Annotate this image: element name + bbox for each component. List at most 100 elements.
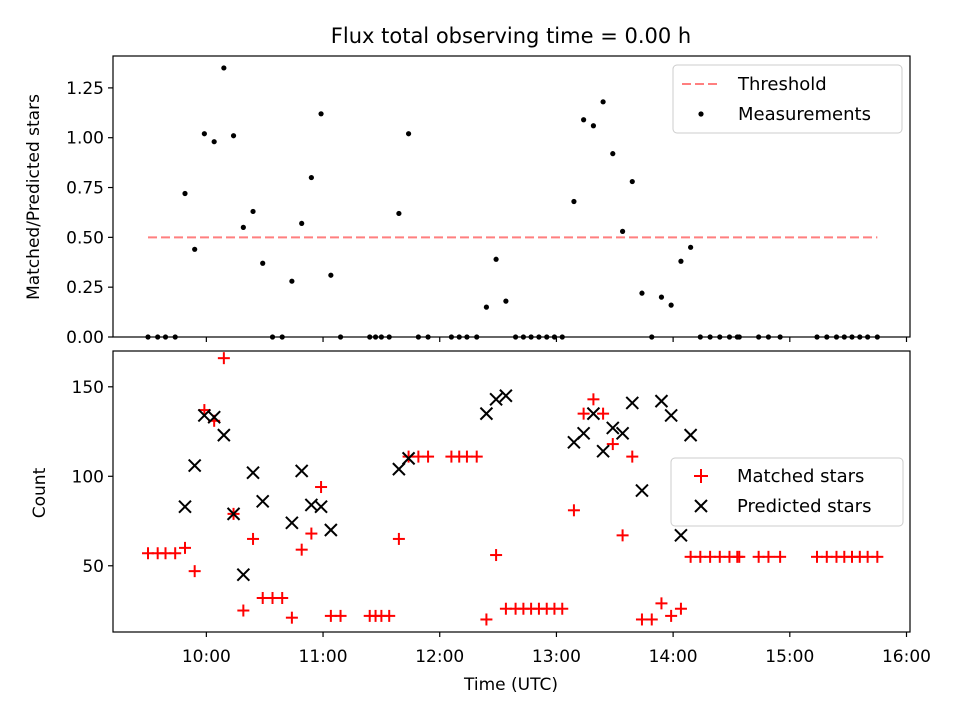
predicted-star-point xyxy=(615,426,630,441)
predicted-star-point xyxy=(683,428,698,442)
matched-star-point xyxy=(567,504,580,517)
legend-matched-label: Matched stars xyxy=(737,466,864,487)
predicted-star-point xyxy=(401,451,416,466)
x-tick-label: 11:00 xyxy=(299,647,348,667)
predicted-star-point xyxy=(324,523,338,537)
measurement-point xyxy=(299,220,305,227)
x-tick-label: 15:00 xyxy=(765,647,814,667)
matched-star-point xyxy=(762,550,775,563)
y-tick-label: 50 xyxy=(82,557,104,577)
legend-box xyxy=(670,457,904,527)
x-tick-label: 12:00 xyxy=(415,647,464,667)
matched-star-point xyxy=(490,549,503,562)
measurement-point xyxy=(658,294,665,300)
predicted-star-point xyxy=(246,465,260,480)
x-tick-label: 10:00 xyxy=(182,647,231,667)
count-axes: 50 100 150 10:00 11:00 12:00 13:00 14:00 15:00 16… xyxy=(72,350,931,667)
matched-star-point xyxy=(315,481,328,494)
predicted-star-point xyxy=(294,464,309,478)
measurement-point xyxy=(318,111,324,117)
measurement-point xyxy=(610,151,616,157)
y-tick-label: 1.00 xyxy=(66,129,104,149)
matched-star-point xyxy=(217,352,230,365)
matched-star-point xyxy=(587,393,600,406)
x-tick-label: 16:00 xyxy=(882,647,931,667)
y-axis-label-ratio: Matched/Predicted stars xyxy=(24,94,44,300)
ratio-panel: Flux total observing time = 0.00 h Match… xyxy=(24,24,911,348)
measurement-point xyxy=(250,208,256,215)
measurement-point xyxy=(688,244,694,250)
measurement-point xyxy=(619,228,626,234)
matched-star-point xyxy=(422,450,435,463)
matched-star-point xyxy=(665,609,678,622)
matched-star-point xyxy=(295,543,308,556)
legend-measurements-swatch xyxy=(698,111,704,117)
measurement-point xyxy=(230,133,237,139)
measurement-point xyxy=(405,131,412,137)
count-plot-area xyxy=(142,352,884,626)
matched-star-point xyxy=(247,532,260,545)
matched-star-point xyxy=(655,597,668,610)
predicted-star-point xyxy=(178,500,192,514)
measurement-point xyxy=(328,272,334,278)
measurement-point xyxy=(396,210,402,217)
count-legend: Matched stars Predicted stars xyxy=(670,457,904,527)
predicted-star-point xyxy=(236,568,251,582)
predicted-star-point xyxy=(654,394,669,408)
predicted-star-point xyxy=(207,410,221,424)
count-panel: Count Time (UTC) 50 100 150 10:00 11:00 12:00… xyxy=(30,350,931,695)
x-tick-label: 14:00 xyxy=(649,647,698,667)
measurement-point xyxy=(571,198,577,205)
predicted-star-point xyxy=(635,483,649,498)
predicted-star-point xyxy=(499,389,513,403)
matched-star-point xyxy=(305,527,318,540)
predicted-star-point xyxy=(314,500,328,514)
predicted-star-point xyxy=(664,408,678,423)
matched-star-point xyxy=(606,438,619,451)
matched-star-point xyxy=(470,450,483,463)
matched-star-point xyxy=(392,532,405,545)
legend-predicted-swatch xyxy=(694,499,708,513)
measurement-point xyxy=(483,304,490,310)
y-tick-label: 0.00 xyxy=(66,328,104,348)
predicted-star-point xyxy=(596,444,610,458)
measurement-point xyxy=(182,190,188,197)
y-tick-label: 1.25 xyxy=(66,79,104,99)
axes-frame xyxy=(112,350,911,633)
matched-star-point xyxy=(285,611,298,624)
legend-matched-swatch xyxy=(694,469,708,483)
axes-frame xyxy=(112,55,911,338)
matched-star-point xyxy=(577,407,590,420)
measurement-point xyxy=(221,65,227,71)
predicted-star-point xyxy=(586,406,601,421)
predicted-star-point xyxy=(187,458,202,473)
matched-star-point xyxy=(188,565,201,578)
matched-star-point xyxy=(626,450,639,463)
ratio-plot-area xyxy=(145,65,880,340)
x-axis-label: Time (UTC) xyxy=(463,675,558,695)
matched-star-point xyxy=(674,602,687,615)
measurement-point xyxy=(639,290,645,296)
measurement-point xyxy=(289,278,295,284)
predicted-star-point xyxy=(226,507,241,521)
measurement-point xyxy=(678,258,684,264)
measurement-point xyxy=(503,298,509,304)
predicted-star-point xyxy=(217,428,231,442)
predicted-star-point xyxy=(256,494,270,509)
measurement-point xyxy=(668,302,674,308)
measurement-point xyxy=(590,123,597,129)
predicted-star-point xyxy=(489,392,503,407)
y-tick-label: 0.50 xyxy=(66,228,104,248)
chart-title: Flux total observing time = 0.00 h xyxy=(331,24,691,48)
y-axis-label-count: Count xyxy=(30,467,50,518)
predicted-star-point xyxy=(479,406,494,421)
legend-measurements-label: Measurements xyxy=(738,104,871,125)
legend-threshold-label: Threshold xyxy=(737,74,827,95)
legend-predicted-label: Predicted stars xyxy=(737,496,871,517)
matched-star-point xyxy=(645,613,658,626)
matched-star-point xyxy=(616,529,629,542)
predicted-star-point xyxy=(576,426,591,441)
matched-star-point xyxy=(480,613,493,626)
matched-star-point xyxy=(334,609,347,622)
